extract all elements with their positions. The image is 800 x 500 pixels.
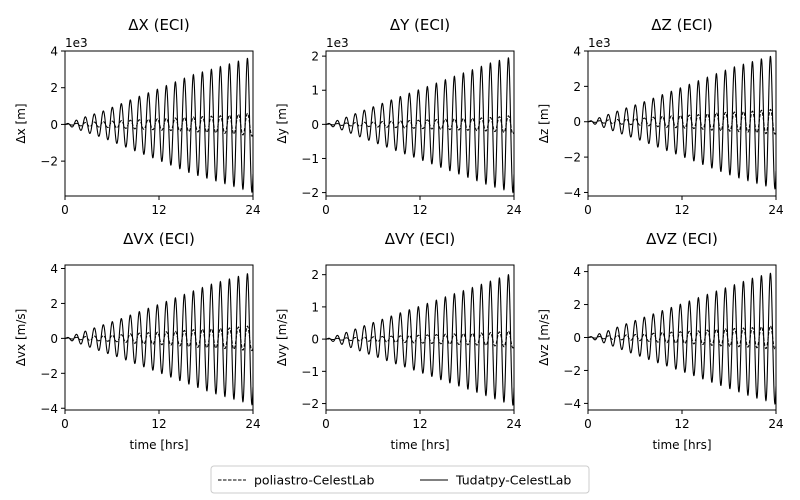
x-tick-label: 0 [322,417,330,431]
series-line-tudatpy-celestlab [588,55,776,190]
subplot-title: ΔVY (ECI) [385,230,456,248]
y-tick-label: −2 [40,367,58,381]
x-tick-label: 12 [674,417,689,431]
series-line-tudatpy-celestlab [65,273,253,406]
y-tick-label: −4 [563,186,581,200]
x-tick-label: 12 [412,203,427,217]
y-tick-label: 2 [573,80,581,94]
y-axis-label: Δz [m] [537,104,551,143]
y-tick-label: −1 [301,365,319,379]
x-tick-label: 24 [245,203,260,217]
y-tick-label: 2 [311,268,319,282]
y-axis-label: Δx [m] [14,103,28,143]
x-tick-label: 0 [322,203,330,217]
subplot-title: ΔY (ECI) [390,16,450,34]
x-axis-label: time [hrs] [652,438,711,452]
y-tick-label: −2 [563,151,581,165]
x-tick-label: 24 [245,417,260,431]
series-line-tudatpy-celestlab [588,272,776,406]
y-tick-label: 0 [573,115,581,129]
subplot-title: ΔX (ECI) [128,16,189,34]
y-tick-label: −4 [40,402,58,416]
y-axis-label: Δvy [m/s] [275,309,289,367]
y-tick-label: 4 [573,265,581,279]
y-tick-label: −1 [301,152,319,166]
y-tick-label: 0 [311,118,319,132]
axis-offset-text: 1e3 [326,36,349,50]
y-tick-label: 4 [573,45,581,59]
y-tick-label: 2 [573,298,581,312]
y-tick-label: 4 [50,45,58,59]
legend-label-tudatpy-celestlab: Tudatpy-CelestLab [455,473,571,488]
y-tick-label: 1 [311,300,319,314]
x-tick-label: 24 [506,417,521,431]
y-tick-label: 0 [50,118,58,132]
axis-offset-text: 1e3 [65,36,88,50]
x-tick-label: 24 [768,203,783,217]
series-line-tudatpy-celestlab [326,57,514,194]
x-tick-label: 12 [674,203,689,217]
series-line-tudatpy-celestlab [65,57,253,194]
x-tick-label: 0 [584,203,592,217]
y-tick-label: 2 [311,50,319,64]
x-tick-label: 12 [151,203,166,217]
y-tick-label: 1 [311,84,319,98]
x-tick-label: 0 [61,417,69,431]
x-axis-label: time [hrs] [390,438,449,452]
y-tick-label: −2 [563,364,581,378]
y-tick-label: −4 [563,397,581,411]
legend-frame [210,465,590,494]
x-tick-label: 0 [584,417,592,431]
legend: poliastro-CelestLab Tudatpy-CelestLab [210,465,590,494]
y-tick-label: 0 [50,332,58,346]
y-tick-label: −2 [40,155,58,169]
legend-label-poliastro-celestlab: poliastro-CelestLab [254,473,374,488]
y-axis-label: Δvx [m/s] [14,309,28,367]
y-tick-label: 4 [50,262,58,276]
y-tick-label: 0 [311,333,319,347]
y-axis-label: Δvz [m/s] [537,309,551,366]
y-tick-label: −2 [301,397,319,411]
y-tick-label: 2 [50,81,58,95]
y-tick-label: −2 [301,186,319,200]
x-tick-label: 12 [412,417,427,431]
x-axis-label: time [hrs] [129,438,188,452]
y-axis-label: Δy [m] [275,103,289,143]
axis-offset-text: 1e3 [588,36,611,50]
y-tick-label: 0 [573,331,581,345]
subplot-title: ΔVZ (ECI) [646,230,718,248]
x-tick-label: 12 [151,417,166,431]
subplot-title: ΔZ (ECI) [651,16,712,34]
x-tick-label: 0 [61,203,69,217]
subplot-title: ΔVX (ECI) [123,230,195,248]
x-tick-label: 24 [506,203,521,217]
y-tick-label: 2 [50,297,58,311]
x-tick-label: 24 [768,417,783,431]
series-line-tudatpy-celestlab [326,274,514,407]
